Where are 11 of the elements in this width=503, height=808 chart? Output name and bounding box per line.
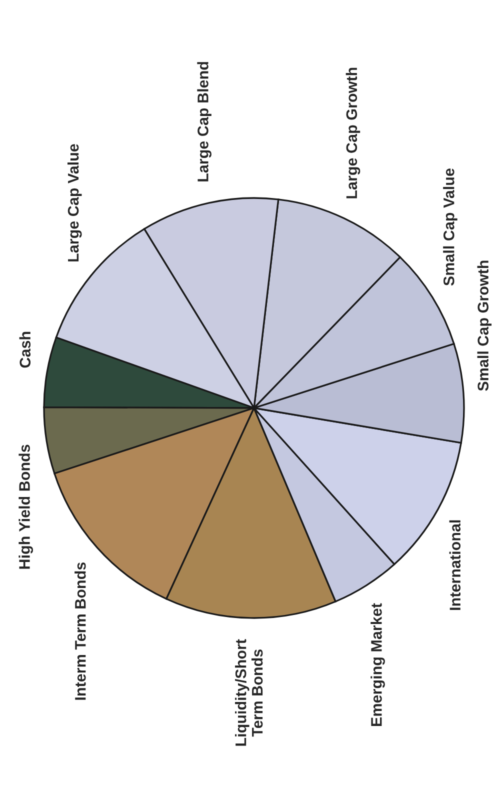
slice-label: Large Cap Blend [197, 62, 212, 182]
slice-label: Large Cap Growth [346, 68, 360, 198]
slice-label: Emerging Market [370, 603, 385, 726]
slice-label: Interm Term Bonds [74, 562, 86, 700]
slice-label: Small Cap Value [443, 168, 458, 286]
slice-label: Small Cap Growth [477, 260, 492, 391]
slice-label: Liquidity/Short Term Bonds [235, 639, 263, 746]
slice-label: Cash [19, 332, 31, 368]
slice-label: High Yield Bonds [18, 444, 33, 569]
slice-label: Large Cap Value [67, 144, 82, 262]
slice-label: International [449, 520, 461, 610]
